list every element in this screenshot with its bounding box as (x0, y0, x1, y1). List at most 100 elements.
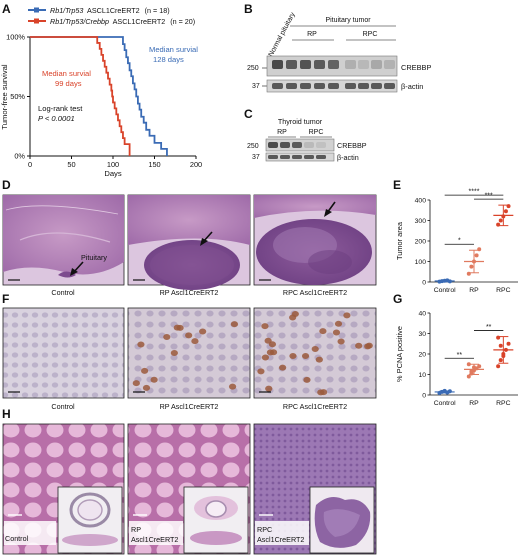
lane-label-rp: RP (307, 31, 317, 38)
tumor-arrowhead-rpc (324, 209, 332, 217)
pcna-data-point (466, 362, 471, 367)
pcna-positive-nucleus (176, 324, 184, 331)
pcna-positive-nucleus (334, 320, 343, 327)
pcna-y-label: % PCNA positive (395, 326, 404, 382)
survival-x-tick-label: 50 (67, 160, 75, 169)
pcna-positive-nucleus (289, 352, 297, 359)
pcna-positive-nucleus (289, 314, 297, 321)
pcna-positive-nucleus (315, 356, 323, 363)
pcna-positive-nucleus (319, 328, 327, 335)
thyroid-histology: Control RP Ascl1CreERT2 RPC Ascl1CreERT2 (2, 423, 377, 555)
legend-driver-blue: ASCL1CreERT2 (87, 6, 140, 15)
pcna-y-tick-label: 0 (422, 392, 426, 399)
pcna-data-point (477, 364, 482, 369)
thyroid-actin-band (316, 155, 326, 159)
pcna-positive-nucleus (199, 328, 207, 335)
ihc-f-rpc (253, 307, 377, 399)
actin-band (328, 83, 339, 89)
histology-d-control: Pituitary (2, 194, 125, 286)
tumor-area-significance-label: *** (485, 193, 493, 200)
western-blot-pituitary: Normal pituitary Pituitary tumor RP RPC … (247, 11, 431, 93)
crebbp-band (272, 60, 283, 69)
pcna-positive-nucleus (355, 342, 363, 349)
pcna-positive-nucleus (257, 368, 265, 375)
survival-legend: Rb1/Trp53 ASCL1CreERT2 (n = 18) Rb1/Trp5… (28, 6, 195, 26)
histology-d-rpc (253, 194, 377, 286)
pcna-positive-nucleus (132, 380, 140, 387)
pcna-ihc: Control RP Ascl1CreERT2 RPC Ascl1CreERT2 (2, 307, 377, 411)
thyroid-actin-band (292, 155, 302, 159)
pcna-significance-label: ** (457, 352, 463, 359)
pcna-data-point (496, 364, 501, 369)
pcna-positive-nucleus (141, 367, 149, 374)
pcna-data-point (466, 374, 471, 379)
pcna-positive-nucleus (265, 385, 273, 392)
caption-h-rpc-2: Ascl1CreERT2 (257, 535, 304, 544)
tumor-area-data-point (469, 264, 474, 269)
thyroid-actin-band (280, 155, 290, 159)
tumor-area-y-tick-label: 100 (415, 259, 427, 266)
pcna-data-point (498, 343, 503, 348)
panel-letter-h: H (2, 407, 11, 421)
actin-band (384, 83, 395, 89)
pcna-positive-nucleus (261, 323, 269, 330)
actin-band (371, 83, 382, 89)
thyroid-crebbp-band (268, 142, 278, 148)
survival-x-tick-label: 200 (190, 160, 202, 169)
thyroid-group-rpc: RPC (309, 129, 324, 136)
survival-y-label: Tumor-free survival (0, 64, 9, 129)
pituitary-histology: Pituitary Control RP Ascl1CreERT2 RPC As… (2, 194, 377, 297)
legend-marker-blue (34, 7, 39, 13)
thyroid-title: Thyroid tumor (278, 117, 323, 126)
thyroid-crebbp-band (280, 142, 290, 148)
survival-x-tick-label: 150 (148, 160, 160, 169)
crebbp-band (345, 60, 356, 69)
pcna-plot: % PCNA positive 0 10 20 30 40 Control RP RPC ** *… (395, 310, 518, 407)
survival-y-tick-label: 100% (6, 33, 25, 42)
pituitary-arrowhead (70, 268, 78, 276)
caption-h-rp-2: Ascl1CreERT2 (131, 535, 178, 544)
legend-genotype-blue: Rb1/Trp53 (50, 6, 83, 15)
panel-letter-c: C (244, 107, 253, 121)
crebbp-band (384, 60, 395, 69)
actin-band (358, 83, 369, 89)
panel-letter-d: D (2, 178, 11, 192)
lane-label-rpc: RPC (363, 31, 378, 38)
western-blot-thyroid: Thyroid tumor RP RPC 250 37 CREBBP β-act… (247, 117, 367, 162)
median-blue-line2: 128 days (153, 55, 184, 64)
legend-label-red: Rb1/Trp53/Crebbp ASCL1CreERT2 (n = 20) (50, 17, 195, 26)
tumor-area-data-point (498, 218, 503, 223)
tumor-area-significance-label: **** (469, 189, 480, 196)
median-red-line2: 99 days (55, 79, 82, 88)
pcna-positive-nucleus (301, 353, 310, 360)
caption-d-rp: RP Ascl1CreERT2 (160, 288, 219, 297)
pituitary-label: Pituitary (81, 253, 107, 262)
pcna-data-point (469, 369, 474, 374)
thyroid-crebbp-band (316, 142, 326, 148)
lane-label-normal-pituitary: Normal pituitary (268, 11, 297, 58)
survival-y-tick-label: 50% (10, 92, 25, 101)
blot-label-actin-c: β-actin (337, 153, 359, 162)
pcna-y-tick-label: 10 (418, 372, 426, 379)
pcna-positive-nucleus (365, 342, 373, 349)
thyroid-crebbp-band (292, 142, 302, 148)
pcna-positive-nucleus (303, 376, 311, 383)
blot-label-actin-b: β-actin (401, 82, 423, 91)
logrank-line2: P < 0.0001 (38, 114, 75, 123)
pcna-positive-nucleus (337, 338, 345, 345)
ihc-f-rp (127, 307, 251, 399)
pcna-positive-nucleus (228, 383, 237, 390)
median-blue-line1: Median survial (149, 45, 198, 54)
pcna-positive-nucleus (311, 346, 319, 353)
pcna-positive-nucleus (191, 338, 199, 345)
pcna-y-tick-label: 30 (418, 331, 426, 338)
pcna-positive-nucleus (279, 364, 287, 371)
survival-x-tick-label: 100 (107, 160, 119, 169)
survival-line-rb1-trp53 (30, 36, 168, 156)
tumor-area-significance-label: * (458, 238, 461, 245)
pcna-positive-nucleus (163, 334, 171, 341)
crebbp-band (300, 60, 311, 69)
caption-f-rp: RP Ascl1CreERT2 (160, 402, 219, 411)
panel-letter-a: A (2, 2, 11, 16)
